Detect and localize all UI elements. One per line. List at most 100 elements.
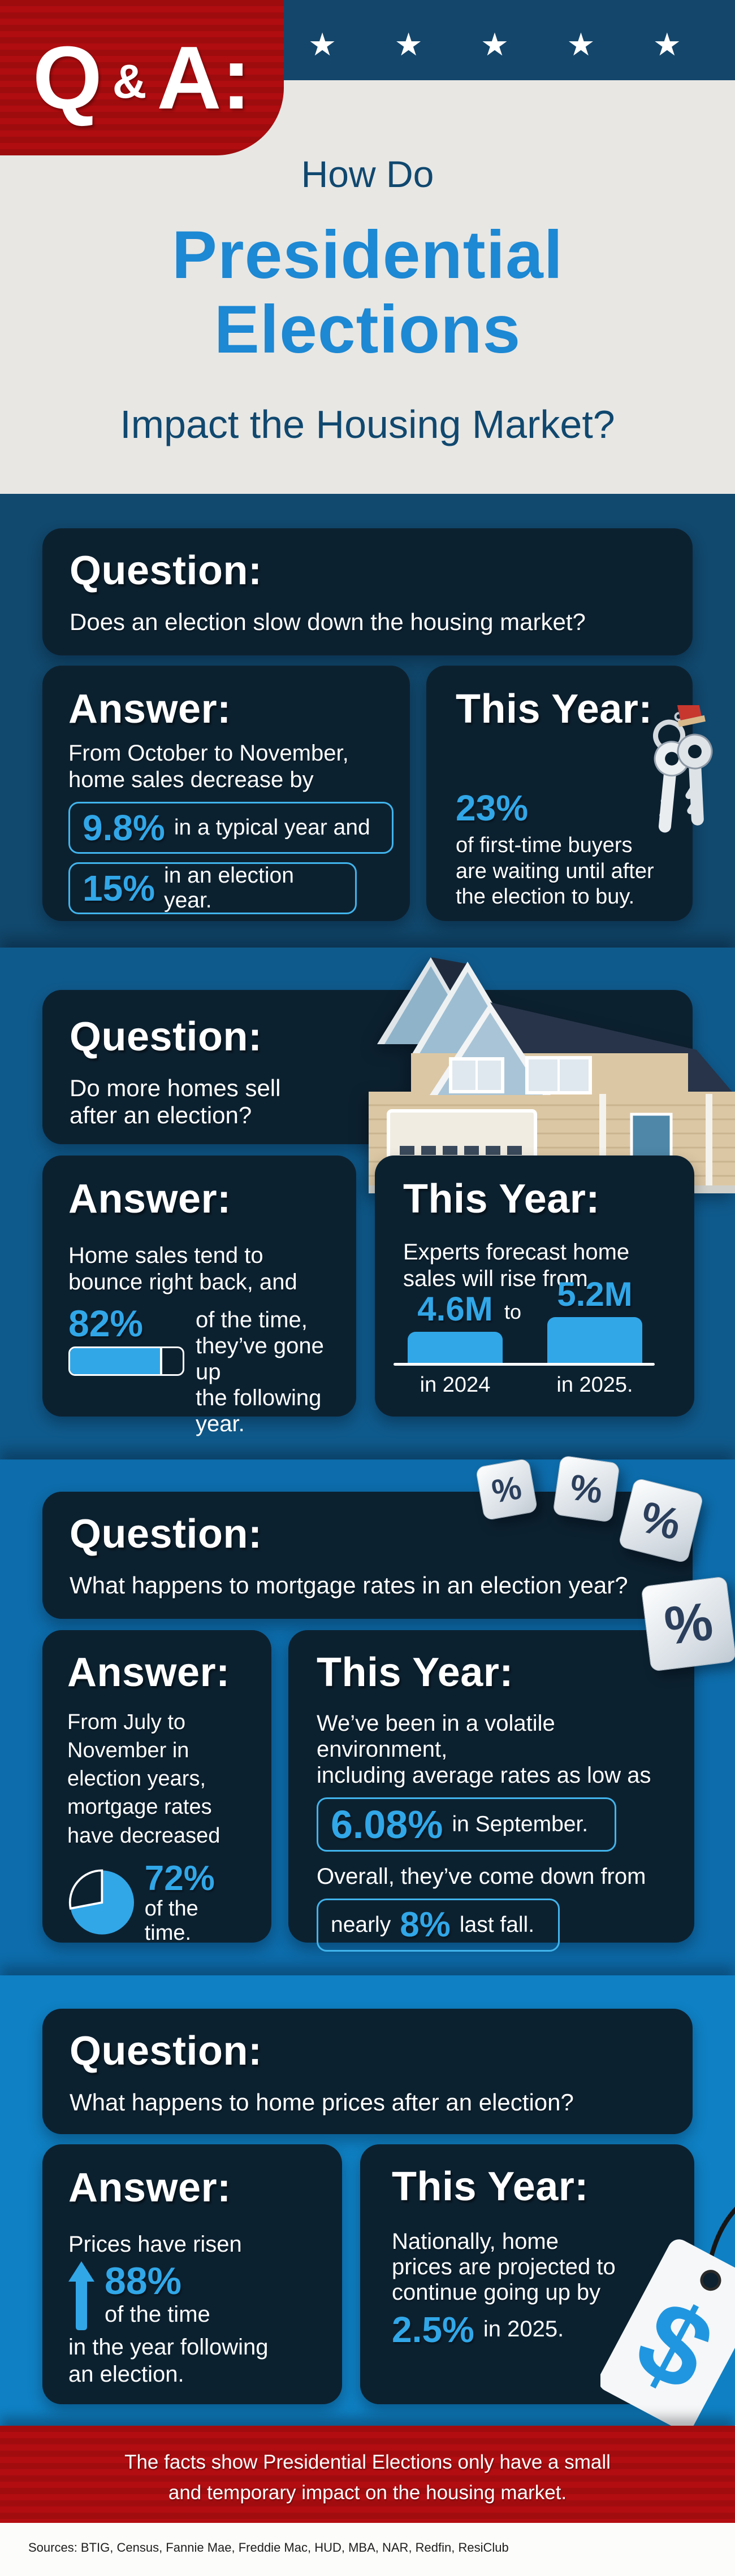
bar-chart: 4.6M to 5.2M in 2024 in 2025. xyxy=(394,1269,655,1397)
this-year-card-4: This Year: Nationally, home prices are p… xyxy=(360,2144,694,2404)
stat-box-15: 15% in an election year. xyxy=(68,862,357,915)
stat-text: the following year. xyxy=(196,1385,322,1437)
bar-label: in 2025. xyxy=(556,1373,633,1397)
percent-die-icon: % xyxy=(552,1455,620,1523)
banner-text-line1: The facts show Presidential Elections on… xyxy=(124,2451,611,2473)
answer-text: an election. xyxy=(68,2362,184,2387)
bar-2024 xyxy=(408,1332,503,1363)
answer-card-4: Answer: Prices have risen 88% of the tim… xyxy=(42,2144,342,2404)
stat-text: in an election year. xyxy=(164,863,294,913)
bar-join-text: to xyxy=(504,1300,522,1323)
stat-value: 9.8% xyxy=(83,807,165,849)
sources-text: Sources: BTIG, Census, Fannie Mae, Fredd… xyxy=(28,2540,509,2555)
this-year-text: Experts forecast home xyxy=(403,1240,630,1265)
stat-box-9-8: 9.8% in a typical year and xyxy=(68,802,394,854)
star-row: ★ ★ ★ ★ ★ xyxy=(308,0,681,80)
percent-glyph: % xyxy=(488,1469,525,1510)
question-text-line: after an election? xyxy=(70,1102,252,1128)
star-icon: ★ xyxy=(308,26,337,63)
up-arrow-icon xyxy=(68,2261,94,2331)
bar-value: 5.2M xyxy=(557,1275,633,1313)
question-label: Question: xyxy=(70,548,262,593)
footer-banner xyxy=(0,2426,735,2523)
progress-bar xyxy=(68,1346,184,1376)
stat-text: last fall. xyxy=(459,1913,535,1937)
this-year-text: the election to buy. xyxy=(456,885,635,909)
this-year-text: Overall, they’ve come down from xyxy=(317,1864,646,1889)
stat-value: 15% xyxy=(83,868,155,909)
page-title-line2: Presidential xyxy=(171,217,564,293)
answer-text: From October to November, xyxy=(68,741,349,766)
this-year-label: This Year: xyxy=(456,687,652,732)
star-icon: ★ xyxy=(394,26,423,63)
stat-text: in September. xyxy=(452,1812,589,1836)
answer-text: mortgage rates xyxy=(67,1795,212,1819)
question-text-line: Do more homes sell xyxy=(70,1075,281,1101)
pie-chart-icon xyxy=(68,1869,135,1935)
this-year-text: We’ve been in a volatile environment, xyxy=(317,1711,555,1762)
house-photo xyxy=(369,957,735,1193)
this-year-text: sales will rise from xyxy=(403,1266,588,1292)
answer-text: November in xyxy=(67,1739,189,1763)
house-keys-icon xyxy=(653,705,713,833)
answer-card-3: Answer: From July to November in electio… xyxy=(42,1630,271,1945)
question-text: Does an election slow down the housing m… xyxy=(70,609,586,635)
this-year-card-3: This Year: We’ve been in a volatile envi… xyxy=(288,1630,694,1952)
bar-value: 4.6M xyxy=(417,1290,493,1328)
answer-text: From July to xyxy=(67,1710,186,1734)
percent-glyph: % xyxy=(567,1466,606,1511)
stat-text: they’ve gone up xyxy=(196,1333,324,1385)
price-tag-icon: $ xyxy=(600,2206,735,2431)
answer-label: Answer: xyxy=(68,1176,231,1222)
percent-die-icon: % xyxy=(641,1576,735,1672)
bar-2025 xyxy=(547,1317,642,1363)
star-icon: ★ xyxy=(652,26,681,63)
this-year-label: This Year: xyxy=(403,1176,600,1222)
answer-text: Home sales tend to xyxy=(68,1243,263,1268)
answer-text: home sales decrease by xyxy=(68,767,314,793)
qa-badge-amp: & xyxy=(112,55,147,108)
answer-label: Answer: xyxy=(68,687,231,732)
answer-text: have decreased xyxy=(67,1823,220,1848)
qa-badge-a: A: xyxy=(157,28,252,128)
stat-value: 8% xyxy=(400,1905,451,1944)
stat-value: 82% xyxy=(68,1302,144,1345)
page-title-line3: Elections xyxy=(214,292,521,367)
banner-text-line2: and temporary impact on the housing mark… xyxy=(168,2482,567,2504)
question-text: Do more homes sell after an election? xyxy=(70,1075,665,1129)
question-card-1: Question: Does an election slow down the… xyxy=(42,528,693,655)
question-label: Question: xyxy=(70,1014,262,1059)
pie-caption: of the time. xyxy=(144,1896,198,1945)
question-text: What happens to mortgage rates in an ele… xyxy=(70,1572,628,1598)
page-title-line1: How Do xyxy=(301,153,434,195)
this-year-text: including average rates as low as xyxy=(317,1763,651,1788)
page-title-line4: Impact the Housing Market? xyxy=(120,402,615,446)
stat-value: 23% xyxy=(456,788,529,828)
answer-card-2: Answer: Home sales tend to bounce right … xyxy=(42,1155,356,1436)
stat-text: in 2025. xyxy=(483,2317,564,2342)
answer-text: bounce right back, and xyxy=(68,1270,297,1295)
qa-badge-q: Q xyxy=(32,28,102,128)
this-year-text: of first-time buyers xyxy=(456,833,633,857)
this-year-label: This Year: xyxy=(392,2164,589,2209)
sources-band xyxy=(0,2523,735,2576)
answer-card-1: Answer: From October to November, home s… xyxy=(42,666,410,921)
percent-glyph: % xyxy=(635,1491,686,1549)
answer-label: Answer: xyxy=(67,1650,230,1695)
percent-die-icon: % xyxy=(475,1458,538,1521)
question-label: Question: xyxy=(70,2028,262,2074)
stat-value: 88% xyxy=(105,2260,182,2303)
answer-text: election years, xyxy=(67,1767,206,1791)
stat-text: of the time, xyxy=(196,1307,308,1333)
question-card-4: Question: What happens to home prices af… xyxy=(42,2009,693,2134)
answer-text: in the year following xyxy=(68,2335,269,2360)
pie-value: 72% xyxy=(144,1858,215,1898)
star-icon: ★ xyxy=(567,26,595,63)
bar-label: in 2024 xyxy=(420,1373,491,1397)
qa-badge: Q & A: xyxy=(0,0,284,155)
stat-caption: of the time xyxy=(105,2301,210,2327)
stat-text: in a typical year and xyxy=(174,815,370,840)
stat-value: 6.08% xyxy=(331,1802,443,1847)
chart-baseline xyxy=(394,1363,655,1366)
